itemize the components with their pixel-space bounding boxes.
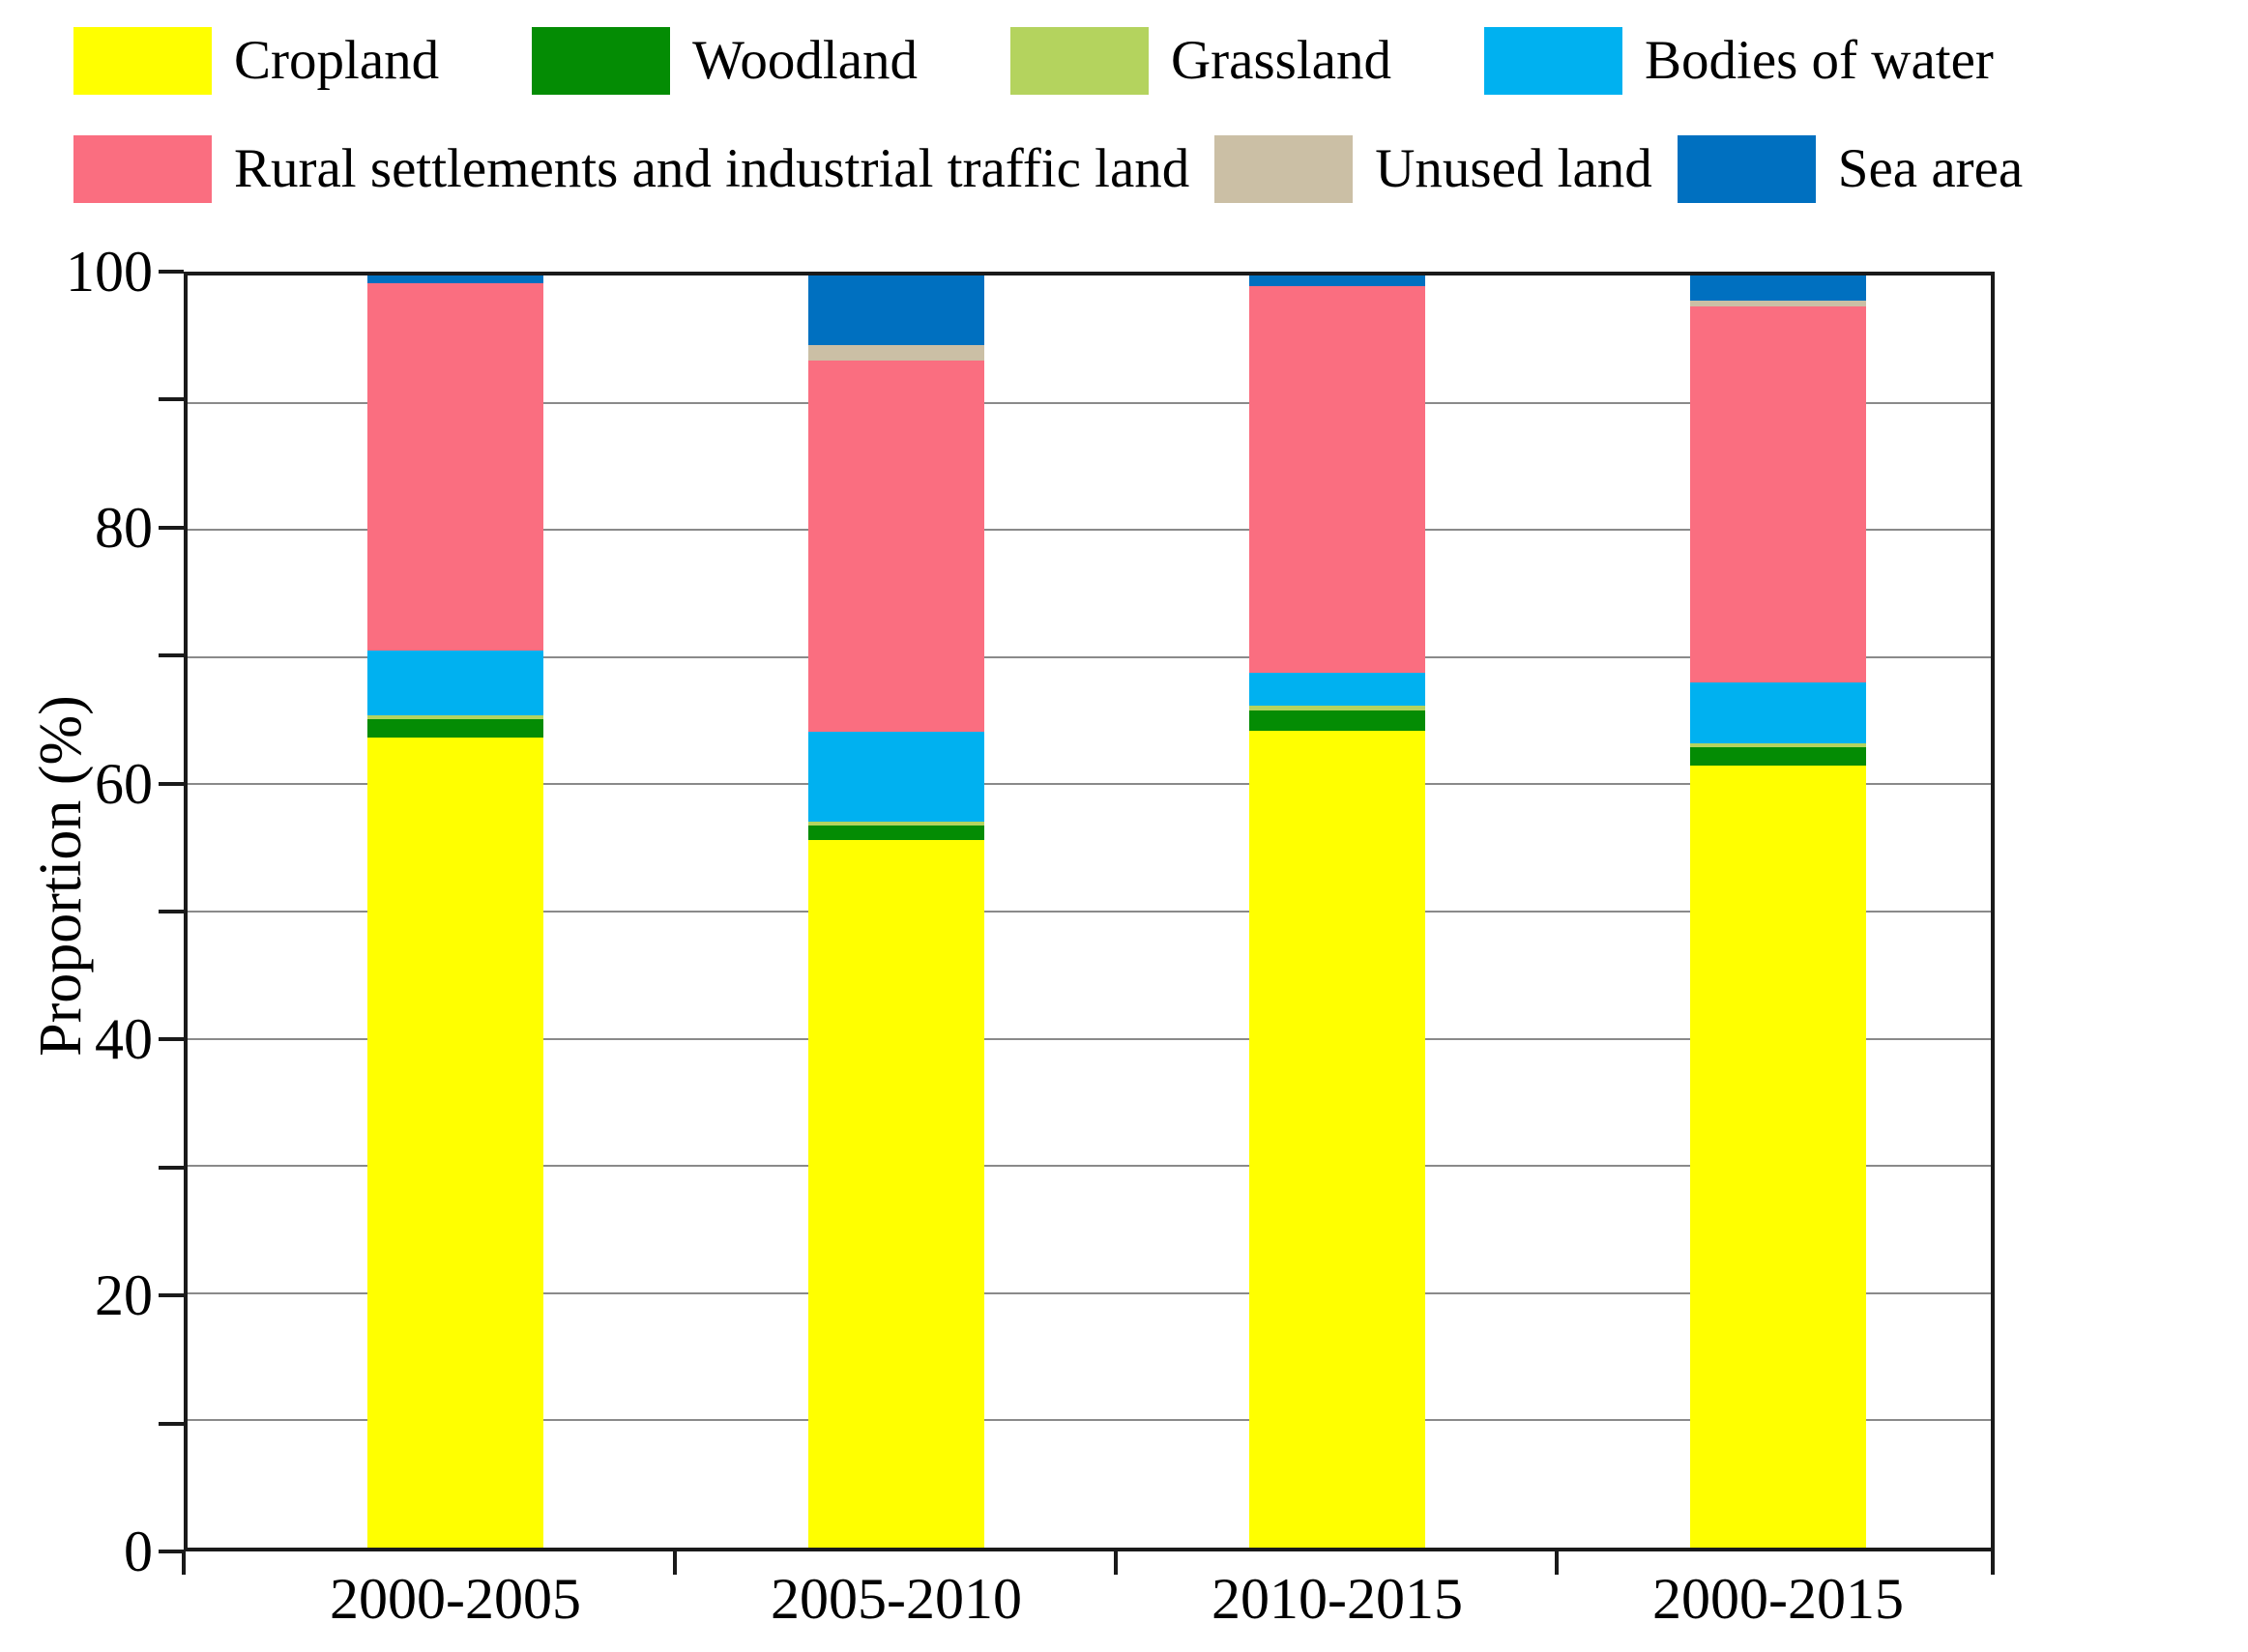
legend-swatch-cropland — [73, 27, 212, 95]
y-tick-50 — [159, 910, 184, 913]
legend-swatch-bodies-of-water — [1483, 27, 1622, 95]
gridline-90 — [188, 401, 1991, 404]
bar-segment-2000-2015-grassland — [1690, 743, 1866, 748]
gridline-50 — [188, 911, 1991, 913]
y-tick-label-0: 0 — [124, 1520, 153, 1583]
y-tick-60 — [159, 781, 184, 786]
y-tick-label-80: 80 — [95, 495, 153, 560]
gridline-30 — [188, 1165, 1991, 1168]
y-tick-30 — [159, 1165, 184, 1170]
gridline-20 — [188, 1291, 1991, 1294]
bar-segment-2005-2010-grassland — [808, 821, 984, 826]
y-tick-10 — [159, 1421, 184, 1426]
legend-swatch-rural-settlements-and-industrial-traffic-land — [73, 135, 212, 203]
y-tick-40 — [159, 1037, 184, 1042]
legend-item-woodland: Woodland — [532, 27, 918, 95]
legend-label-bodies-of-water: Bodies of water — [1644, 30, 1994, 91]
plot-area — [184, 272, 1995, 1551]
bar-segment-2000-2015-woodland — [1690, 747, 1866, 766]
legend-swatch-sea-area — [1677, 135, 1816, 203]
legend-label-woodland: Woodland — [692, 30, 919, 91]
legend-label-rural-settlements-and-industrial-traffic-land: Rural settlements and industrial traffic… — [234, 138, 1190, 199]
legend-row-1: Cropland Woodland Grassland Bodies of water — [73, 27, 1994, 95]
x-tick-label-2000-2005: 2000-2005 — [330, 1567, 581, 1631]
legend-swatch-grassland — [1010, 27, 1150, 95]
bar-2000-2015 — [1690, 275, 1866, 1548]
legend-swatch-unused-land — [1214, 135, 1354, 203]
y-tick-100 — [159, 270, 184, 274]
bar-segment-2000-2015-cropland — [1690, 765, 1866, 1548]
legend-item-grassland: Grassland — [1010, 27, 1391, 95]
x-tick-label-2005-2010: 2005-2010 — [771, 1567, 1022, 1631]
y-tick-0 — [159, 1550, 184, 1553]
legend-item-bodies-of-water: Bodies of water — [1483, 27, 1994, 95]
legend-label-sea-area: Sea area — [1837, 138, 2024, 199]
bar-segment-2000-2005-woodland — [367, 719, 543, 738]
bar-segment-2005-2010-sea-area — [808, 275, 984, 346]
legend-item-sea-area: Sea area — [1677, 135, 2024, 203]
x-tick-4 — [1991, 1550, 1995, 1575]
bar-2005-2010 — [808, 275, 984, 1548]
y-tick-70 — [159, 653, 184, 658]
bar-segment-2000-2005-bodies-of-water — [367, 651, 543, 716]
legend-label-cropland: Cropland — [234, 30, 440, 91]
y-tick-80 — [159, 525, 184, 530]
bar-segment-2010-2015-sea-area — [1249, 275, 1425, 286]
legend-label-grassland: Grassland — [1171, 30, 1391, 91]
bar-segment-2005-2010-unused-land — [808, 345, 984, 362]
legend-swatch-woodland — [532, 27, 671, 95]
gridline-70 — [188, 655, 1991, 658]
x-tick-label-2000-2015: 2000-2015 — [1652, 1567, 1904, 1631]
bar-segment-2005-2010-woodland — [808, 825, 984, 841]
bar-segment-2005-2010-bodies-of-water — [808, 732, 984, 822]
y-tick-label-100: 100 — [66, 240, 153, 304]
gridline-40 — [188, 1037, 1991, 1040]
gridline-60 — [188, 783, 1991, 786]
bar-segment-2000-2005-grassland — [367, 715, 543, 720]
gridline-10 — [188, 1419, 1991, 1422]
x-tick-3 — [1555, 1550, 1559, 1575]
bar-segment-2000-2005-sea-area — [367, 275, 543, 283]
legend-label-unused-land: Unused land — [1375, 138, 1652, 199]
y-axis-title: Proportion (%) — [28, 695, 94, 1057]
legend-item-unused-land: Unused land — [1214, 135, 1652, 203]
bar-segment-2000-2005-rural-settlements-and-industrial-traffic-land — [367, 282, 543, 652]
bar-2010-2015 — [1249, 275, 1425, 1548]
x-tick-2 — [1114, 1550, 1118, 1575]
bar-segment-2010-2015-bodies-of-water — [1249, 672, 1425, 706]
bar-segment-2000-2015-unused-land — [1690, 301, 1866, 306]
bar-segment-2010-2015-cropland — [1249, 731, 1425, 1548]
bar-segment-2010-2015-woodland — [1249, 710, 1425, 732]
bar-segment-2005-2010-rural-settlements-and-industrial-traffic-land — [808, 361, 984, 733]
y-tick-label-40: 40 — [95, 1007, 153, 1072]
y-tick-label-60: 60 — [95, 751, 153, 816]
gridline-80 — [188, 529, 1991, 532]
x-tick-1 — [673, 1550, 677, 1575]
bar-segment-2000-2005-cropland — [367, 737, 543, 1548]
legend-item-rural-settlements-and-industrial-traffic-land: Rural settlements and industrial traffic… — [73, 135, 1189, 203]
bar-segment-2010-2015-rural-settlements-and-industrial-traffic-land — [1249, 285, 1425, 673]
y-tick-label-20: 20 — [95, 1263, 153, 1328]
bar-segment-2000-2015-bodies-of-water — [1690, 682, 1866, 744]
bar-segment-2000-2015-rural-settlements-and-industrial-traffic-land — [1690, 305, 1866, 683]
y-tick-20 — [159, 1293, 184, 1298]
x-tick-label-2010-2015: 2010-2015 — [1212, 1567, 1463, 1631]
bar-segment-2000-2015-sea-area — [1690, 275, 1866, 302]
legend-item-cropland: Cropland — [73, 27, 439, 95]
bar-2000-2005 — [367, 275, 543, 1548]
bar-segment-2010-2015-grassland — [1249, 705, 1425, 711]
y-tick-90 — [159, 397, 184, 402]
legend-row-2: Rural settlements and industrial traffic… — [73, 135, 2023, 203]
bar-segment-2005-2010-cropland — [808, 840, 984, 1548]
x-tick-0 — [182, 1550, 186, 1575]
